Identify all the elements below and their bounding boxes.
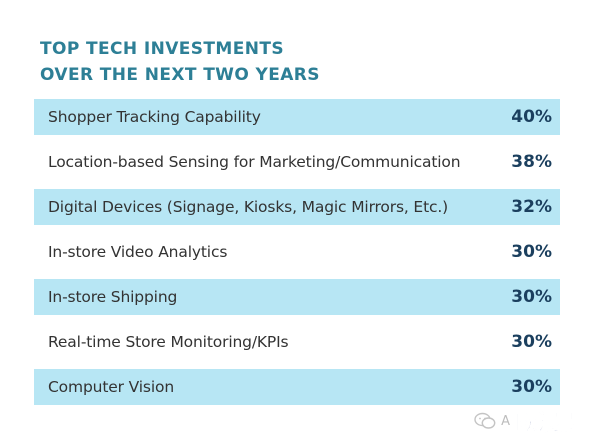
watermark-prefix: A — [501, 413, 510, 429]
row-value: 30% — [511, 287, 552, 307]
row-label: Digital Devices (Signage, Kiosks, Magic … — [48, 198, 449, 216]
row-label: Real-time Store Monitoring/KPIs — [48, 333, 289, 351]
table-row: Shopper Tracking Capability 40% — [34, 99, 560, 135]
row-value: 30% — [511, 332, 552, 352]
row-value: 38% — [511, 152, 552, 172]
chart-title: TOP TECH INVESTMENTS OVER THE NEXT TWO Y… — [40, 36, 320, 88]
chart-title-line-2: OVER THE NEXT TWO YEARS — [40, 65, 320, 85]
chart-title-line-1: TOP TECH INVESTMENTS — [40, 39, 285, 59]
row-value: 32% — [511, 197, 552, 217]
watermark: A 欧漫露 — [474, 405, 584, 437]
row-value: 40% — [511, 107, 552, 127]
table-row: In-store Video Analytics 30% — [34, 234, 560, 270]
row-value: 30% — [511, 242, 552, 262]
row-label: Computer Vision — [48, 378, 174, 396]
table-row: Computer Vision 30% — [34, 369, 560, 405]
table-row: Digital Devices (Signage, Kiosks, Magic … — [34, 189, 560, 225]
row-value: 30% — [511, 377, 552, 397]
table-row: Location-based Sensing for Marketing/Com… — [34, 144, 560, 180]
row-label: Location-based Sensing for Marketing/Com… — [48, 153, 461, 171]
table-row: In-store Shipping 30% — [34, 279, 560, 315]
row-label: In-store Shipping — [48, 288, 178, 306]
row-label: In-store Video Analytics — [48, 243, 228, 261]
table-row: Real-time Store Monitoring/KPIs 30% — [34, 324, 560, 360]
investment-table: Shopper Tracking Capability 40% Location-b… — [34, 99, 560, 414]
wechat-icon — [474, 412, 496, 429]
row-label: Shopper Tracking Capability — [48, 108, 261, 126]
watermark-text: 欧漫露 — [514, 411, 584, 437]
